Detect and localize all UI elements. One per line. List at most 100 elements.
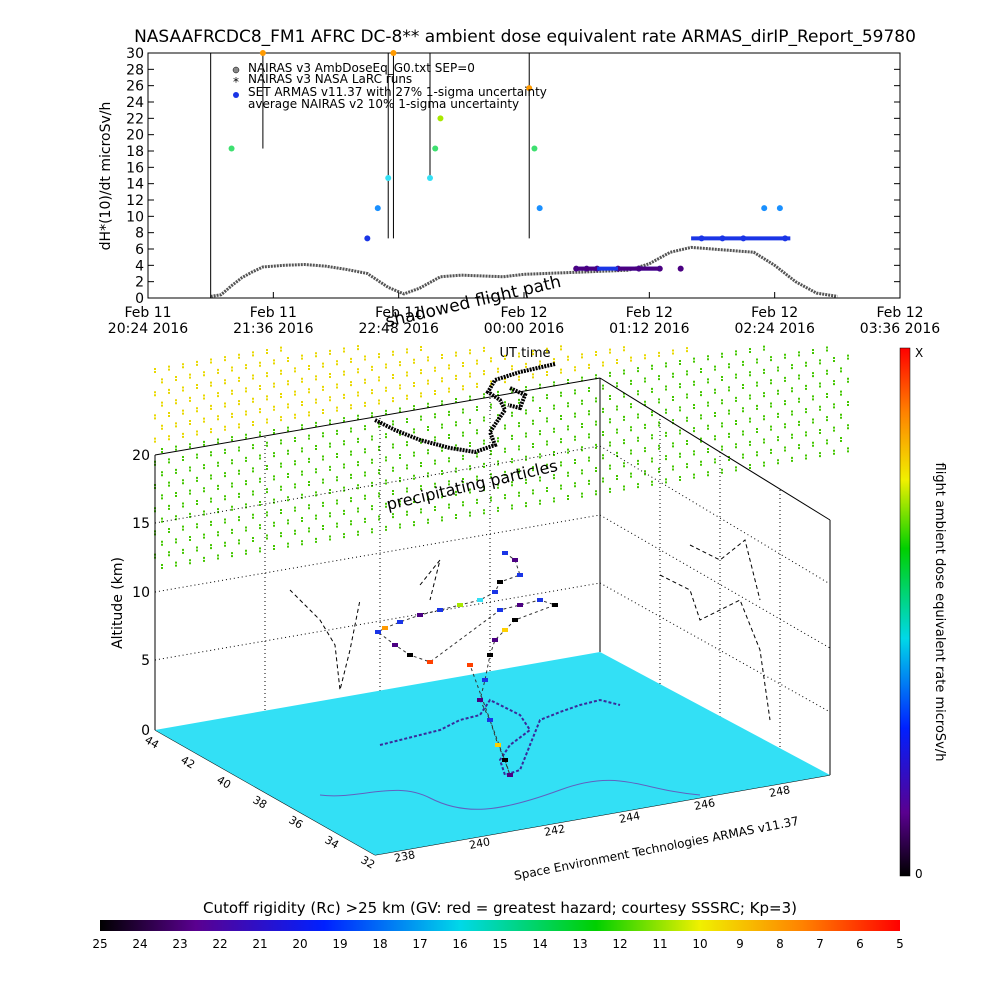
- x-tick-label-time: 22:48 2016: [358, 321, 439, 337]
- 3d-grid: [154, 398, 831, 765]
- flight-path-point: [467, 663, 473, 667]
- x-tick-label-time: 01:12 2016: [609, 321, 690, 337]
- y-tick-label: 12: [126, 193, 144, 209]
- flight-path-point: [407, 653, 413, 657]
- cutoff-rigidity-tick-label: 5: [896, 937, 904, 951]
- terrain-floor: [155, 652, 830, 855]
- flight-path-point: [487, 718, 493, 722]
- latitude-ticks: 44 42 40 38 36 34 32: [143, 733, 378, 871]
- armas-point: [677, 265, 684, 272]
- flight-path-point: [512, 618, 518, 622]
- armas-point: [432, 145, 439, 152]
- cutoff-rigidity-tick-label: 12: [612, 937, 627, 951]
- latitude-tick-label: 42: [179, 753, 198, 771]
- cutoff-rigidity-tick-label: 17: [412, 937, 427, 951]
- cutoff-rigidity-tick-label: 9: [736, 937, 744, 951]
- armas-point: [536, 205, 543, 212]
- flight-path-point: [397, 620, 403, 624]
- cutoff-rigidity-tick-label: 24: [132, 937, 147, 951]
- flight-path-point: [482, 678, 488, 682]
- shadow-projection-right: [659, 539, 771, 721]
- armas-point: [374, 205, 381, 212]
- y-tick-label: 14: [126, 177, 144, 193]
- ground-track-line: [379, 698, 621, 777]
- flight-path-point: [375, 630, 381, 634]
- cutoff-rigidity-tick-label: 19: [332, 937, 347, 951]
- x-tick-label-date: Feb 11: [124, 305, 171, 321]
- precipitating-particles-label: precipitating particles: [385, 456, 560, 514]
- y-tick-label: 8: [135, 226, 144, 242]
- flight-path-point: [537, 598, 543, 602]
- flight-path-point: [392, 643, 398, 647]
- y-tick-label: 18: [126, 144, 144, 160]
- latitude-tick-label: 32: [359, 853, 378, 871]
- y-tick-label: 10: [126, 209, 144, 225]
- flight-path-point: [495, 743, 501, 747]
- flight-path-point: [502, 551, 508, 555]
- flight-path-point: [497, 580, 503, 584]
- cutoff-rigidity-tick-label: 18: [372, 937, 387, 951]
- x-tick-label-date: Feb 12: [626, 305, 673, 321]
- cutoff-rigidity-tick-label: 25: [92, 937, 107, 951]
- x-axis-label: UT time: [500, 346, 551, 361]
- y-tick-label: 26: [126, 79, 144, 95]
- longitude-ticks: 238 240 242 244 246 248: [393, 783, 791, 865]
- longitude-tick-label: 242: [543, 822, 566, 839]
- altitude-ticks: 0 5 10 15 20: [132, 448, 150, 739]
- altitude-tick-label: 15: [132, 516, 150, 532]
- altitude-tick-label: 0: [141, 723, 150, 739]
- flight-path-point: [517, 573, 523, 577]
- y-axis-label: dH*(10)/dt microSv/h: [98, 102, 114, 251]
- flight-path-point: [492, 590, 498, 594]
- flight-path-point: [517, 603, 523, 607]
- y-tick-label: 20: [126, 128, 144, 144]
- cutoff-rigidity-tick-label: 23: [172, 937, 187, 951]
- chart-title: NASAAFRCDC8_FM1 AFRC DC-8** ambient dose…: [134, 27, 916, 47]
- longitude-tick-label: 244: [618, 809, 641, 826]
- armas-point: [761, 205, 768, 212]
- cutoff-rigidity-gradient: [100, 920, 900, 931]
- precipitating-particles-field: [154, 345, 849, 571]
- latitude-tick-label: 36: [287, 813, 306, 831]
- cutoff-rigidity-colorbar: Cutoff rigidity (Rc) >25 km (GV: red = g…: [92, 899, 903, 951]
- y-tick-label: 16: [126, 160, 144, 176]
- x-tick-label-date: Feb 12: [751, 305, 798, 321]
- flight-path-3d: [375, 551, 558, 777]
- x-tick-label-date: Feb 11: [375, 305, 422, 321]
- armas-point: [364, 235, 371, 242]
- longitude-tick-label: 238: [393, 848, 416, 865]
- flight-path-point: [512, 558, 518, 562]
- cutoff-rigidity-tick-label: 13: [572, 937, 587, 951]
- coastline-outline: [319, 779, 701, 810]
- cutoff-rigidity-tick-label: 14: [532, 937, 547, 951]
- cutoff-rigidity-tick-label: 11: [652, 937, 667, 951]
- armas-point: [437, 115, 444, 122]
- cutoff-rigidity-tick-label: 21: [252, 937, 267, 951]
- flight-path-point: [437, 608, 443, 612]
- flight-path-point: [477, 698, 483, 702]
- longitude-tick-label: 248: [768, 783, 791, 800]
- flight-path-point: [502, 628, 508, 632]
- data-series: [210, 50, 838, 298]
- colorbar-label: flight ambient dose equivalent rate micr…: [932, 463, 947, 762]
- legend-entry: average NAIRAS v2 10% 1-sigma uncertaint…: [248, 97, 519, 111]
- flight-path-point: [552, 603, 558, 607]
- x-tick-label-date: Feb 11: [250, 305, 297, 321]
- colorbar-min-label: 0: [915, 867, 923, 881]
- flight-path-point: [492, 638, 498, 642]
- x-tick-label-date: Feb 12: [876, 305, 923, 321]
- altitude-tick-label: 5: [141, 653, 150, 669]
- cutoff-rigidity-ticks: 25 24 23 22 21 20 19 18 17 16 15 14 13 12 11 10 9 8 7 6 5: [92, 937, 903, 951]
- cutoff-rigidity-tick-label: 20: [292, 937, 307, 951]
- legend-marker-larc: *: [233, 75, 239, 89]
- y-tick-label: 2: [135, 275, 144, 291]
- altitude-axis-label: Altitude (km): [110, 557, 126, 649]
- cutoff-rigidity-tick-label: 15: [492, 937, 507, 951]
- longitude-tick-label: 240: [468, 835, 491, 852]
- cutoff-rigidity-tick-label: 10: [692, 937, 707, 951]
